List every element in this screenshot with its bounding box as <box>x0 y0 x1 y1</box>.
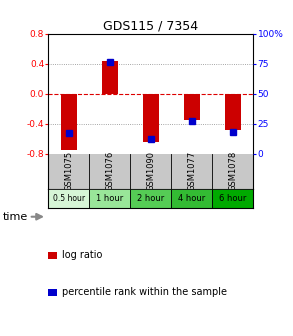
Bar <box>171 189 212 208</box>
Text: GSM1078: GSM1078 <box>229 151 237 191</box>
Title: GDS115 / 7354: GDS115 / 7354 <box>103 19 198 33</box>
Text: GSM1090: GSM1090 <box>146 151 155 191</box>
Text: 1 hour: 1 hour <box>96 194 124 203</box>
Text: time: time <box>3 212 28 222</box>
Bar <box>89 189 130 208</box>
Text: percentile rank within the sample: percentile rank within the sample <box>62 287 226 297</box>
Bar <box>212 189 253 208</box>
Text: GSM1075: GSM1075 <box>64 151 73 191</box>
Text: 0.5 hour: 0.5 hour <box>53 194 85 203</box>
Bar <box>184 94 200 120</box>
Bar <box>143 94 159 142</box>
Text: GSM1076: GSM1076 <box>105 151 114 191</box>
Text: 6 hour: 6 hour <box>219 194 247 203</box>
Text: 2 hour: 2 hour <box>137 194 165 203</box>
Text: log ratio: log ratio <box>62 250 102 260</box>
Bar <box>102 61 118 94</box>
Bar <box>48 189 89 208</box>
Bar <box>130 189 171 208</box>
Text: 4 hour: 4 hour <box>178 194 206 203</box>
Bar <box>225 94 241 130</box>
Text: GSM1077: GSM1077 <box>188 151 196 191</box>
Bar <box>61 94 77 150</box>
